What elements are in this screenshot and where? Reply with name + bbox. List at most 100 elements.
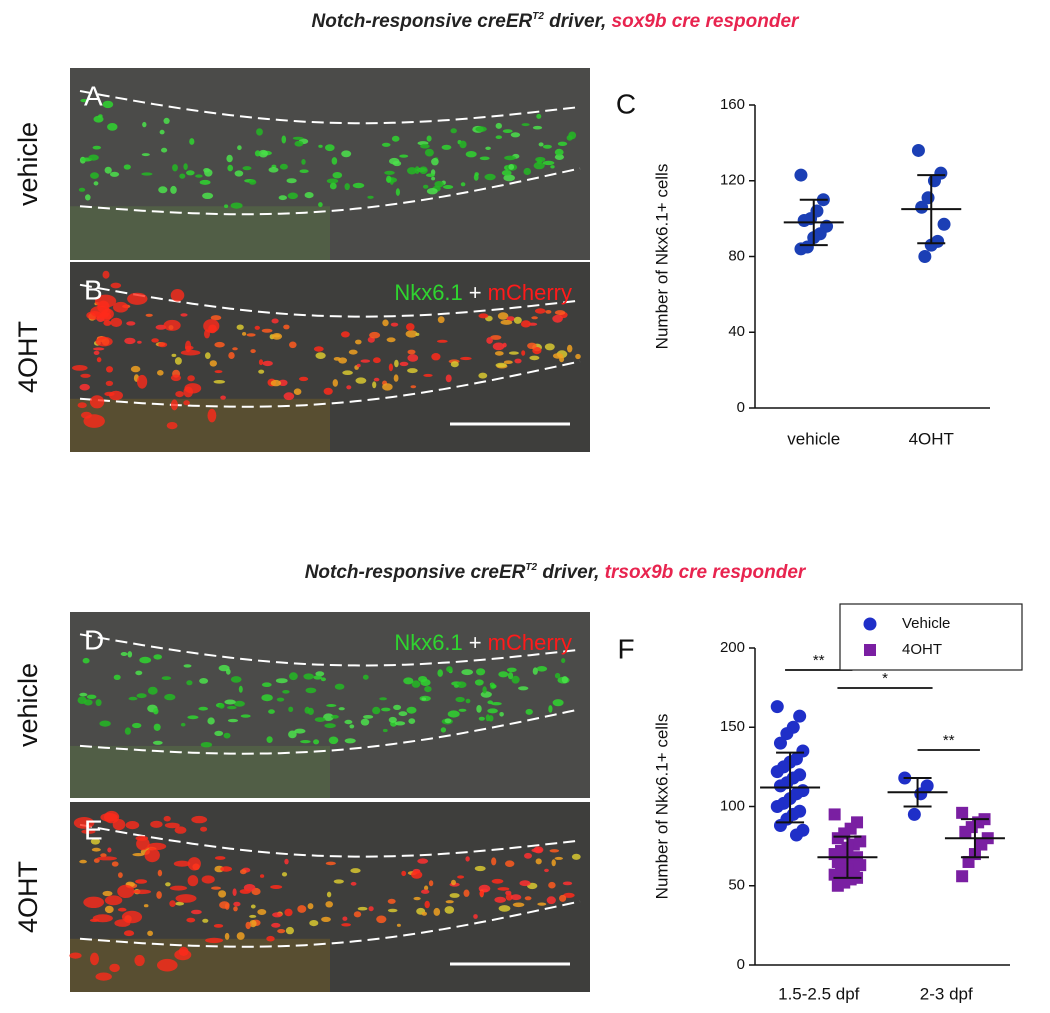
legend-marker [863,617,877,631]
cell-signal [545,310,552,314]
cell-signal [531,316,538,320]
cell-signal [386,337,396,343]
condition-label: vehicle [13,122,43,206]
cell-signal [250,904,256,909]
cell-signal [170,399,178,411]
cell-signal [499,712,504,717]
cell-signal [341,150,352,158]
cell-signal [391,135,400,142]
cell-signal [497,312,509,320]
panel-letter: B [84,274,103,305]
cell-signal [288,730,297,739]
cell-signal [104,895,123,906]
cell-signal [207,717,215,725]
cell-signal [174,826,187,834]
cell-signal [232,347,238,351]
cell-signal [502,129,513,134]
legend-box [839,603,1023,671]
cell-signal [204,329,210,339]
tissue-glow [70,745,330,798]
cell-signal [109,171,120,177]
cell-signal [227,164,233,172]
cell-signal [112,819,126,831]
cell-signal [550,165,555,169]
cell-signal [95,972,112,981]
cell-signal [508,351,519,355]
cell-signal [299,169,309,173]
cell-signal [186,680,193,686]
cell-signal [426,173,435,177]
cell-signal [294,140,304,147]
cell-signal [369,331,381,339]
cell-signal [239,889,251,894]
cell-signal [342,916,348,921]
cell-signal [434,181,444,188]
cell-signal [465,151,477,158]
cell-signal [142,121,147,128]
cell-signal [333,879,344,884]
cell-signal [82,657,90,664]
cell-signal [91,847,101,852]
cell-signal [261,328,273,333]
cell-signal [480,691,492,698]
cell-signal [110,317,123,327]
cell-signal [230,202,243,209]
cell-signal [309,920,319,927]
cell-signal [326,704,337,707]
cell-signal [242,166,252,171]
cell-signal [117,907,127,912]
cell-signal [437,669,444,677]
cell-signal [85,194,91,201]
cell-signal [406,323,415,331]
cell-signal [421,889,430,894]
cell-signal [157,958,178,972]
cell-signal [127,292,148,305]
cell-signal [238,685,243,693]
cell-signal [301,159,306,165]
cell-signal [561,658,566,664]
data-point [918,250,932,263]
cell-signal [240,869,247,875]
cell-signal [111,861,119,867]
cell-signal [126,321,136,326]
cell-signal [524,852,532,859]
cell-signal [199,678,209,684]
cell-signal [372,706,381,715]
cell-signal [86,694,97,699]
cell-signal [524,896,532,901]
tissue-glow [70,938,330,992]
cell-signal [147,842,167,851]
y-axis-label: Number of Nkx6.1+ cells [652,714,671,900]
cell-signal [534,308,546,314]
cell-signal [315,671,325,677]
cell-signal [342,370,353,376]
cell-signal [163,117,170,124]
cell-signal [213,924,224,928]
cell-signal [423,373,433,377]
y-tick-label: 150 [720,718,745,735]
cell-signal [170,185,177,194]
cell-signal [535,156,546,163]
cell-signal [174,357,182,365]
heading-part: driver, [537,562,605,583]
cell-signal [245,921,251,930]
cell-signal [258,359,264,366]
cell-signal [254,325,260,330]
cell-signal [80,98,88,103]
data-point [927,174,941,188]
cell-signal [505,893,513,901]
cell-signal [69,952,82,959]
cell-signal [186,170,195,176]
cell-signal [104,905,114,914]
cell-signal [266,736,273,743]
cell-signal [532,347,542,355]
cell-signal [147,686,158,695]
cell-signal [506,316,515,322]
cell-signal [463,889,470,897]
cell-signal [344,738,356,744]
cell-signal [257,909,267,915]
cell-signal [157,869,163,877]
cell-signal [394,721,406,726]
cell-signal [410,385,417,389]
